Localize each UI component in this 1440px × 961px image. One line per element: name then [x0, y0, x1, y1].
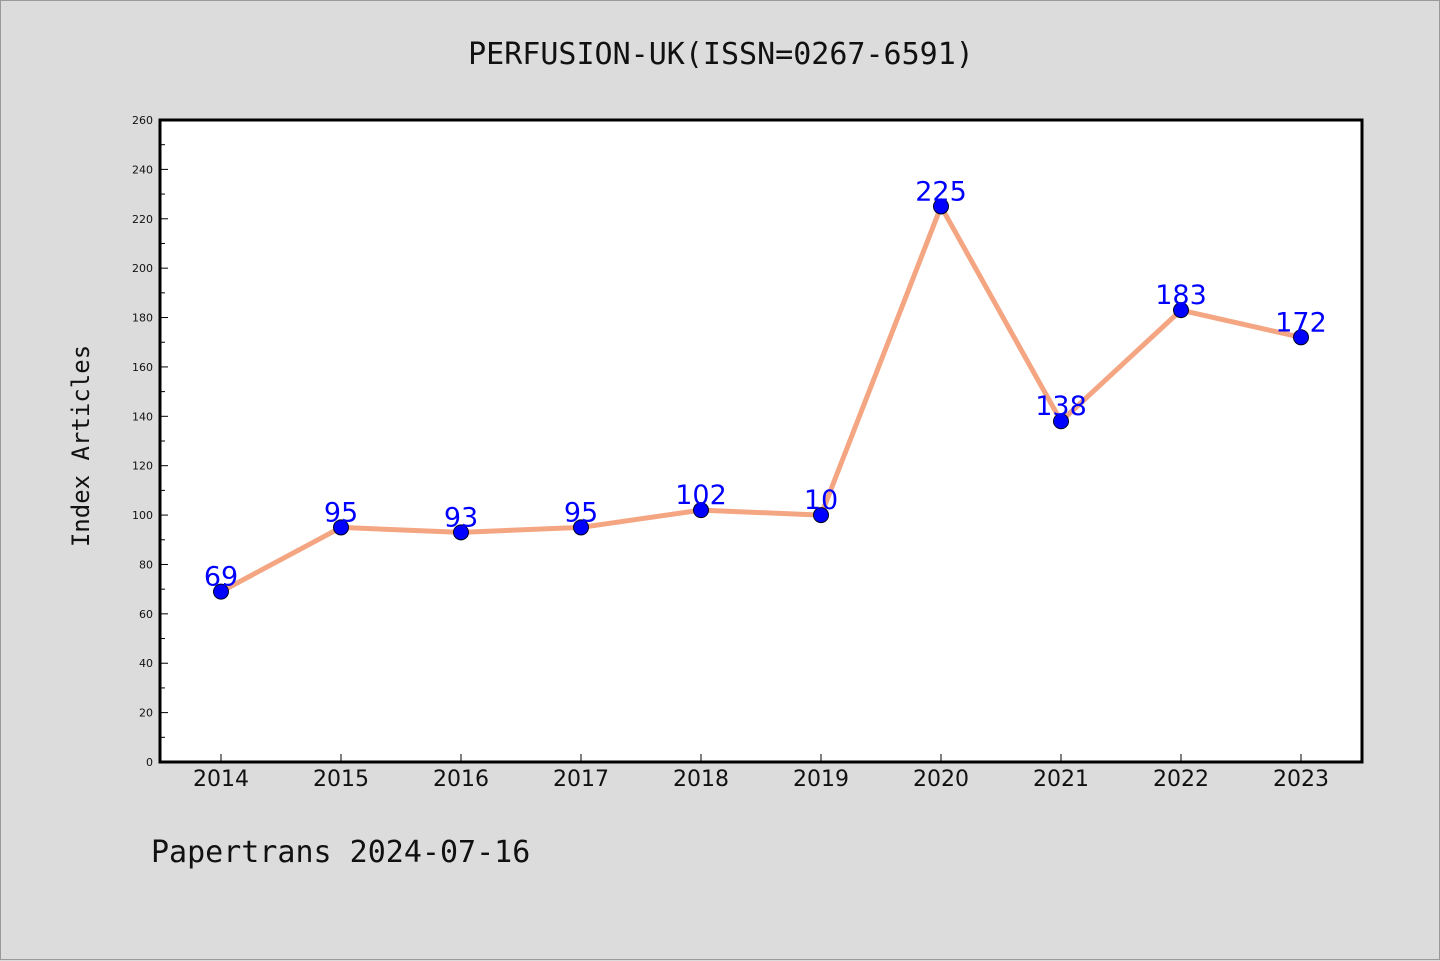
data-point	[813, 507, 829, 524]
data-point	[1173, 302, 1189, 319]
y-tick-label: 60	[139, 608, 153, 621]
data-label: 138	[1035, 391, 1087, 422]
data-label: 69	[204, 562, 238, 593]
data-point	[453, 524, 469, 541]
y-tick-label: 140	[132, 410, 153, 423]
x-tick-label: 2021	[1033, 767, 1089, 792]
data-point	[693, 502, 709, 519]
y-tick-label: 0	[146, 756, 153, 769]
y-tick-label: 20	[139, 707, 153, 720]
data-label: 95	[564, 497, 598, 528]
data-point	[333, 519, 349, 536]
y-tick-label: 260	[132, 114, 153, 127]
data-label: 225	[915, 176, 967, 207]
footer-credit: Papertrans 2024-07-16	[151, 835, 531, 870]
x-tick-label: 2016	[433, 767, 489, 792]
y-tick-label: 220	[132, 213, 153, 226]
data-point	[1293, 329, 1309, 346]
y-tick-label: 40	[139, 657, 153, 670]
x-tick-label: 2022	[1153, 767, 1209, 792]
data-label: 183	[1155, 280, 1207, 311]
y-tick-label: 180	[132, 312, 153, 325]
data-label: 102	[675, 480, 727, 511]
x-tick-label: 2018	[673, 767, 729, 792]
x-tick-label: 2017	[553, 767, 609, 792]
series-line	[218, 203, 1304, 595]
data-label: 10	[804, 485, 838, 516]
data-point	[1053, 413, 1069, 430]
y-tick-label: 80	[139, 558, 153, 571]
x-tick-label: 2014	[193, 767, 249, 792]
x-tick-label: 2015	[313, 767, 369, 792]
y-tick-label: 200	[132, 262, 153, 275]
x-tick-label: 2020	[913, 767, 969, 792]
y-tick-label: 120	[132, 460, 153, 473]
data-label: 172	[1275, 307, 1327, 338]
data-point	[933, 198, 949, 215]
y-tick-label: 240	[132, 163, 153, 176]
chart-title: PERFUSION-UK(ISSN=0267-6591)	[468, 37, 974, 72]
data-point	[573, 519, 589, 536]
data-point	[213, 583, 229, 600]
x-tick-label: 2019	[793, 767, 849, 792]
y-tick-label: 100	[132, 509, 153, 522]
plot-area	[158, 118, 1364, 764]
y-tick-label: 160	[132, 361, 153, 374]
data-label: 95	[324, 497, 358, 528]
x-tick-label: 2023	[1273, 767, 1329, 792]
data-label: 93	[444, 502, 478, 533]
